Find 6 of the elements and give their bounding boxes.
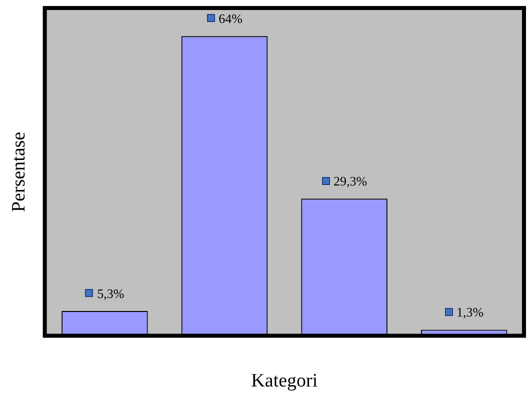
x-axis-title: Kategori bbox=[251, 370, 318, 392]
y-axis-title: Persentase bbox=[8, 132, 30, 212]
data-label: 5,3% bbox=[97, 286, 124, 301]
data-label: 29,3% bbox=[334, 174, 368, 189]
data-label: 1,3% bbox=[456, 304, 484, 320]
data-label: 64% bbox=[218, 11, 243, 26]
